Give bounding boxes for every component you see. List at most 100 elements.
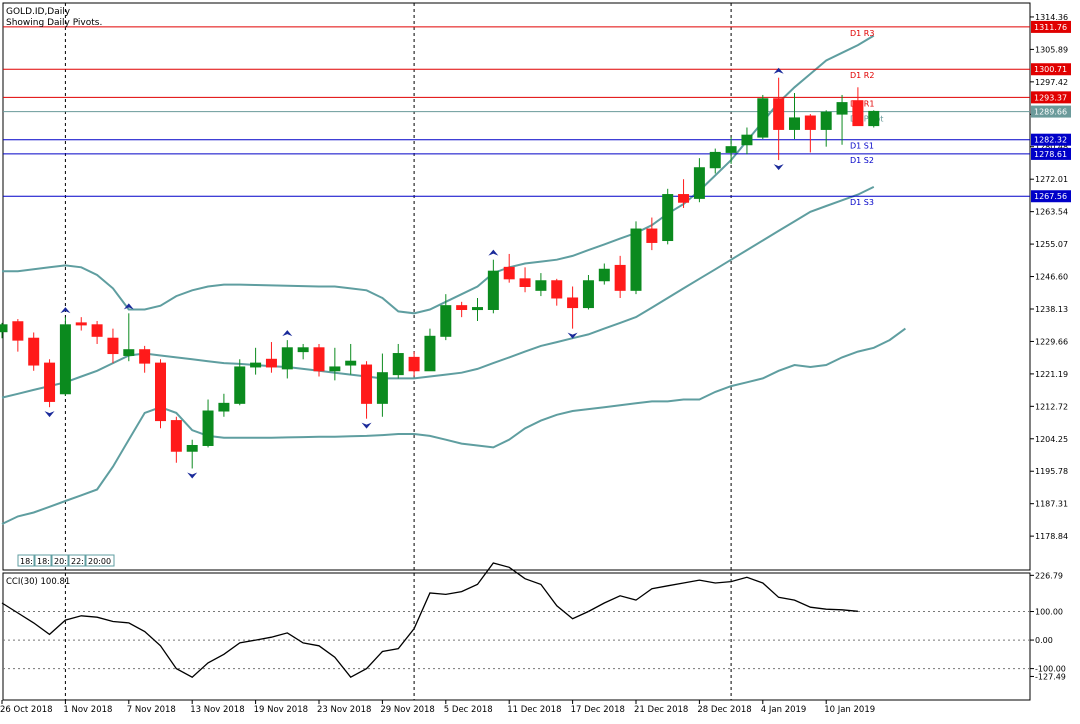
candle-bear: [773, 98, 785, 130]
candle-bear: [408, 356, 420, 372]
fractal-down-arrow: [361, 422, 372, 429]
candle-bull: [440, 305, 452, 337]
candle-bear: [107, 337, 119, 355]
candle-bull: [836, 102, 848, 115]
y-tick-label: 1178.84: [1035, 532, 1068, 541]
y-tick-label: 1305.89: [1035, 45, 1068, 54]
candle-bull: [725, 146, 737, 153]
x-tick-label: 21 Dec 2018: [634, 705, 688, 715]
pivot-label: D1 S2: [850, 156, 874, 165]
candle-bull: [392, 353, 404, 376]
x-tick-label: 5 Dec 2018: [444, 705, 493, 715]
candle-bear: [75, 322, 87, 326]
fractal-up-arrow: [773, 67, 784, 74]
candle-bull: [234, 366, 246, 404]
candle-bull: [662, 194, 674, 242]
candle-bull: [582, 280, 594, 309]
cci-y-tick-label: 100.00: [1035, 608, 1063, 617]
pivot-price-label: 1311.76: [1034, 23, 1067, 32]
candle-bull: [789, 117, 800, 130]
pivot-price-box: [1031, 91, 1071, 104]
pivot-price-box: [1031, 147, 1071, 160]
x-tick-label: 28 Dec 2018: [697, 705, 751, 715]
x-tick-label: 7 Nov 2018: [127, 705, 176, 715]
pivot-price-label: 1289.66: [1034, 108, 1067, 117]
y-tick-label: 1229.66: [1035, 337, 1068, 346]
candle-bear: [139, 349, 151, 364]
y-tick-label: 1195.78: [1035, 467, 1068, 476]
candle-bear: [503, 266, 515, 280]
candle-bear: [804, 115, 816, 130]
pivot-price-box: [1031, 20, 1071, 33]
pivot-label: D1 S1: [850, 142, 874, 151]
candle-bear: [456, 305, 468, 310]
cci-panel: 226.79 100.00 0.00 -100.00-127.49 CCI(30) 10…: [1, 562, 1066, 701]
y-tick-label: 1221.19: [1035, 370, 1068, 379]
cci-line: [1, 562, 858, 679]
candle-bear: [170, 420, 182, 452]
candle-bear: [519, 278, 531, 287]
pivot-price-label: 1267.56: [1034, 192, 1067, 201]
time-box-cell: [51, 554, 69, 567]
candle-bull: [472, 307, 483, 311]
candle-bull: [281, 347, 293, 370]
candle-bull: [487, 270, 499, 310]
y-tick-label: 1272.01: [1035, 175, 1068, 184]
bollinger-middle-line: [1, 185, 875, 399]
pivot-price-label: 1293.37: [1034, 93, 1067, 102]
candle-bull: [329, 366, 341, 372]
x-tick-label: 17 Dec 2018: [571, 705, 625, 715]
pivot-price-box: [1031, 133, 1071, 146]
candle-bull: [59, 324, 71, 395]
cci-y-tick-label: -100.00: [1035, 665, 1066, 674]
pivot-label: D1 S3: [850, 198, 874, 207]
pivot-label: D1 R3: [850, 29, 874, 38]
x-tick-label: 1 Nov 2018: [63, 705, 112, 715]
fractal-up-arrow: [282, 330, 293, 337]
fractal-up-arrow: [123, 303, 134, 310]
candle-bull: [345, 360, 357, 366]
candle-bear: [567, 297, 579, 309]
y-tick-label: 1263.54: [1035, 208, 1068, 217]
pivot-price-label: 1278.61: [1034, 150, 1067, 159]
candle-bull: [820, 111, 832, 130]
y-tick-label: 1204.25: [1035, 435, 1068, 444]
time-box-label: 22:: [71, 557, 84, 566]
bollinger-lower-line: [1, 327, 906, 525]
candle-bull: [376, 372, 388, 404]
time-box-cell: [85, 554, 115, 567]
candle-bull: [0, 324, 8, 333]
candle-bull: [598, 268, 610, 282]
x-tick-label: 10 Jan 2019: [824, 705, 875, 715]
fractal-down-arrow: [567, 332, 578, 339]
fractal-up-arrow: [60, 307, 71, 314]
fractal-down-arrow: [187, 472, 198, 479]
x-tick-label: 11 Dec 2018: [507, 705, 561, 715]
candle-bull: [202, 410, 214, 446]
candle-bear: [678, 194, 690, 203]
candle-bull: [630, 228, 642, 291]
y-tick-label: 1297.42: [1035, 78, 1068, 87]
fractal-up-arrow: [488, 249, 499, 256]
cci-frame: [2, 572, 1031, 701]
x-tick-label: 4 Jan 2019: [761, 705, 807, 715]
x-tick-label: 29 Nov 2018: [380, 705, 434, 715]
candle-bull: [123, 349, 135, 356]
x-axis: 26 Oct 2018 1 Nov 2018 7 Nov 2018 13 Nov 20…: [0, 700, 875, 715]
time-box-cell: [68, 554, 86, 567]
candle-bull: [693, 167, 705, 199]
candle-bear: [361, 364, 373, 404]
time-box-label: 18:: [20, 557, 33, 566]
time-box-label: 18:: [37, 557, 50, 566]
pivot-price-label: 1300.71: [1034, 65, 1067, 74]
time-box-cell: [34, 554, 52, 567]
x-tick-label: 23 Nov 2018: [317, 705, 371, 715]
pivot-price-box: [1031, 105, 1071, 118]
candle-bull: [868, 110, 880, 127]
candle-bear: [28, 337, 40, 366]
candle-bull: [709, 151, 721, 169]
y-tick-label: 1187.31: [1035, 500, 1068, 509]
